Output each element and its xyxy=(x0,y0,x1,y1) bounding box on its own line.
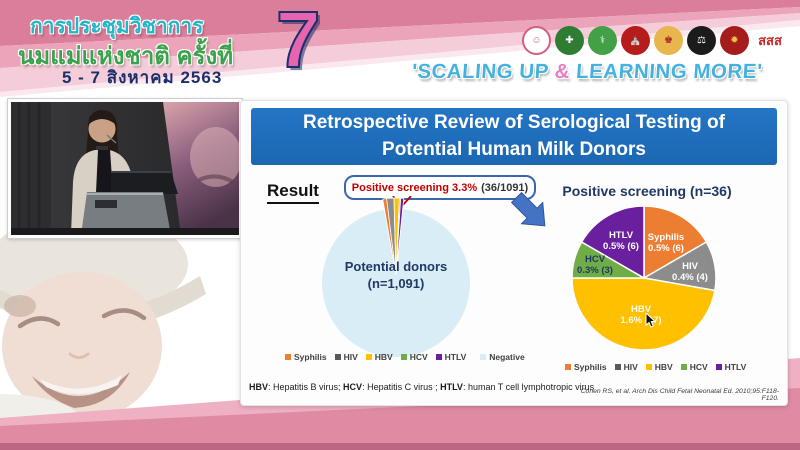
slice-label-hbv: HBV 1.6% (17) xyxy=(620,304,662,327)
legend-item: Syphilis xyxy=(285,352,327,362)
callout-detail: (36/1091) xyxy=(481,181,529,194)
citation: Cohen RS, et al. Arch Dis Child Fetal Ne… xyxy=(580,388,779,402)
result-label: Result xyxy=(267,181,319,204)
legend-item: Syphilis xyxy=(565,362,607,372)
right-pie-legend: Syphilis HIV HBV HCV HTLV xyxy=(565,362,754,372)
conference-dates: 5 - 7 สิงหาคม 2563 xyxy=(62,68,223,87)
potential-donors-pie-chart xyxy=(322,197,470,357)
left-pie-center-label: Potential donors (n=1,091) xyxy=(344,259,448,291)
health-department-logo-icon: ✚ xyxy=(555,26,584,55)
presenter-video xyxy=(7,98,243,239)
thai-health-sss-logo: สสส xyxy=(758,33,782,48)
conference-title-line1: การประชุมวิชาการ xyxy=(30,15,204,38)
slice-label-hiv: HIV 0.4% (4) xyxy=(672,261,708,284)
mouse-cursor xyxy=(645,313,656,328)
right-pie-labels: Syphilis 0.5% (6) HIV 0.4% (4) HBV 1.6% … xyxy=(571,205,717,351)
legend-item: HCV xyxy=(680,362,708,372)
royal-crest-logo-icon: ♚ xyxy=(654,26,683,55)
legend-item: Negative xyxy=(480,352,525,362)
legend-item: HBV xyxy=(645,362,673,372)
legend-item: HIV xyxy=(614,362,638,372)
blue-arrow-icon xyxy=(510,191,546,227)
royal-college-logo-icon: ⛪ xyxy=(621,26,650,55)
legend-item: HIV xyxy=(334,352,358,362)
right-pie-title: Positive screening (n=36) xyxy=(562,183,732,199)
positive-screening-pie-chart xyxy=(571,205,717,351)
left-pie-legend: Syphilis HIV HBV HCV HTLV Negative xyxy=(285,352,533,362)
mother-child-foundation-logo-icon: ☺ xyxy=(522,26,551,55)
conference-slogan: 'SCALING UP & LEARNING MORE' xyxy=(411,60,764,83)
public-health-ministry-logo-icon: ⚕ xyxy=(588,26,617,55)
podium xyxy=(81,171,178,235)
legend-item: HCV xyxy=(400,352,428,362)
conference-title-line2: นมแม่แห่งชาติ ครั้งที่ xyxy=(18,43,234,70)
curtain xyxy=(11,102,51,235)
slice-label-hcv: HCV 0.3% (3) xyxy=(577,254,613,277)
conference-header-banner: การประชุมวิชาการ นมแม่แห่งชาติ ครั้งที่ … xyxy=(0,0,800,97)
slice-label-htlv: HTLV 0.5% (6) xyxy=(603,230,639,253)
projection-screen xyxy=(163,102,242,235)
presentation-slide: Retrospective Review of Serological Test… xyxy=(240,100,788,406)
slide-title: Retrospective Review of Serological Test… xyxy=(251,108,777,165)
slice-label-syphilis: Syphilis 0.5% (6) xyxy=(647,232,685,255)
edition-number: 7 xyxy=(275,0,321,85)
abbreviations-footnote: HBV: Hepatitis B virus; HCV: Hepatitis C… xyxy=(249,382,595,392)
callout-highlight: Positive screening 3.3% xyxy=(351,181,478,194)
positive-screening-callout: Positive screening 3.3% (36/1091) xyxy=(344,175,536,200)
legend-item: HTLV xyxy=(715,362,746,372)
legend-item: HTLV xyxy=(435,352,466,362)
medical-society-logo-icon: ⚖ xyxy=(687,26,716,55)
red-emblem-logo-icon: ✹ xyxy=(720,26,749,55)
sponsor-logos-row: ☺ ✚ ⚕ ⛪ ♚ ⚖ ✹ สสส xyxy=(522,26,787,55)
legend-item: HBV xyxy=(365,352,393,362)
